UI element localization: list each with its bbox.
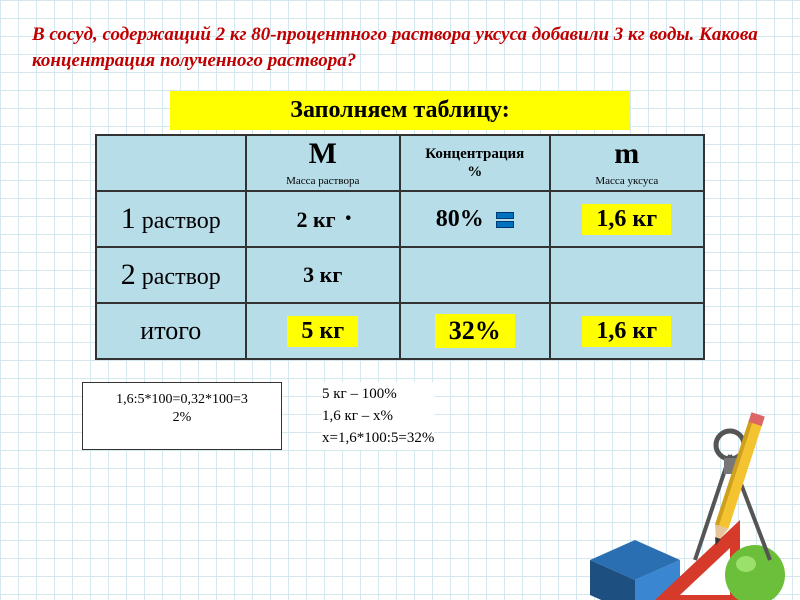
row2-vinegar (550, 247, 704, 303)
table-row: 2 раствор 3 кг (96, 247, 704, 303)
equals-icon (496, 210, 514, 230)
row1-mass: 2 кг · (246, 191, 400, 247)
row1-mass-val: 2 кг (296, 207, 335, 232)
problem-statement: В сосуд, содержащий 2 кг 80-процентного … (32, 22, 768, 73)
total-mass-val: 5 кг (287, 316, 358, 347)
total-label: итого (96, 303, 246, 359)
table-row: итого 5 кг 32% 1,6 кг (96, 303, 704, 359)
row1-conc: 80% (400, 191, 550, 247)
calc-box: 1,6:5*100=0,32*100=3 2% (82, 382, 282, 449)
calc-line-3: х=1,6*100:5=32% (322, 428, 434, 450)
total-vinegar-val: 1,6 кг (582, 316, 671, 347)
multiply-dot-icon: · (344, 203, 353, 234)
calc-line-1: 5 кг – 100% (322, 384, 434, 406)
row1-conc-val: 80% (436, 206, 484, 232)
total-mass: 5 кг (246, 303, 400, 359)
table-header-row: М Масса раствора Концентрация % m Масса … (96, 135, 704, 191)
solution-table: М Масса раствора Концентрация % m Масса … (95, 134, 705, 360)
row2-mass: 3 кг (246, 247, 400, 303)
header-mass-solution: М Масса раствора (246, 135, 400, 191)
bottom-calculations: 1,6:5*100=0,32*100=3 2% 5 кг – 100% 1,6 … (82, 382, 768, 449)
slide-content: В сосуд, содержащий 2 кг 80-процентного … (0, 0, 800, 472)
calc-line-2: 1,6 кг – х% (322, 406, 434, 428)
header-concentration: Концентрация % (400, 135, 550, 191)
header-C-main: Концентрация (425, 146, 524, 162)
table-row: 1 раствор 2 кг · 80% 1,6 кг (96, 191, 704, 247)
row2-label: 2 раствор (96, 247, 246, 303)
row1-vinegar-val: 1,6 кг (582, 204, 671, 235)
row1-label: 1 раствор (96, 191, 246, 247)
header-C-sub: % (467, 164, 482, 180)
row2-word: раствор (136, 264, 221, 290)
header-mass-vinegar: m Масса уксуса (550, 135, 704, 191)
total-vinegar: 1,6 кг (550, 303, 704, 359)
header-m-sub: Масса уксуса (595, 175, 658, 187)
calc-proportion: 5 кг – 100% 1,6 кг – х% х=1,6*100:5=32% (322, 382, 434, 449)
row1-vinegar: 1,6 кг (550, 191, 704, 247)
calc-box-line2: 2% (97, 409, 267, 427)
header-M-main: М (309, 137, 337, 170)
row2-num: 2 (121, 258, 136, 291)
row1-word: раствор (136, 208, 221, 234)
header-M-sub: Масса раствора (286, 175, 359, 187)
header-m-main: m (614, 137, 639, 170)
fill-table-title: Заполняем таблицу: (170, 91, 630, 130)
row2-conc (400, 247, 550, 303)
total-conc-val: 32% (435, 314, 515, 348)
calc-box-line1: 1,6:5*100=0,32*100=3 (97, 391, 267, 409)
total-conc: 32% (400, 303, 550, 359)
row1-num: 1 (121, 202, 136, 235)
header-blank (96, 135, 246, 191)
